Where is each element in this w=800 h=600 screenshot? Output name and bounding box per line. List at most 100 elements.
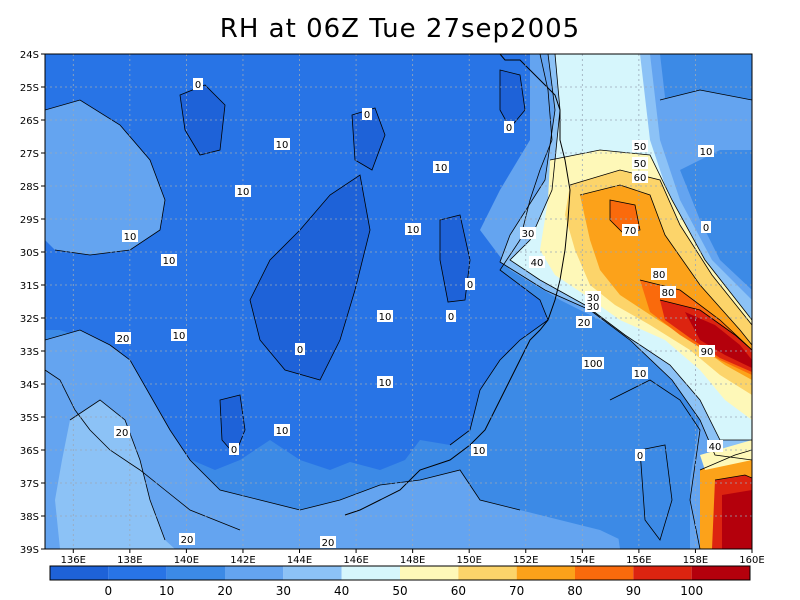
colorbar-swatch: [108, 566, 167, 580]
svg-text:10: 10: [124, 232, 137, 243]
contour-label: 10: [632, 367, 648, 380]
contour-label: 0: [362, 108, 372, 121]
contour-label: 0: [635, 449, 645, 462]
svg-text:10: 10: [276, 140, 289, 151]
svg-text:0: 0: [297, 345, 303, 356]
colorbar-swatch: [633, 566, 692, 580]
lat-tick-label: 24S: [20, 50, 39, 61]
svg-text:40: 40: [709, 442, 722, 453]
lat-tick-label: 37S: [20, 479, 39, 490]
contour-label: 10: [698, 145, 714, 158]
svg-text:20: 20: [578, 318, 591, 329]
colorbar-label: 40: [334, 584, 349, 598]
lat-tick-label: 28S: [20, 182, 39, 193]
rh-band-10-20-east: [610, 380, 700, 549]
svg-text:80: 80: [653, 270, 666, 281]
lon-tick-label: 144E: [287, 555, 312, 566]
contour-label: 30: [585, 291, 601, 304]
state-border: [45, 369, 241, 531]
lon-tick-label: 142E: [230, 555, 255, 566]
svg-text:60: 60: [634, 173, 647, 184]
lon-tick-label: 140E: [174, 555, 199, 566]
lat-tick-label: 29S: [20, 215, 39, 226]
longitude-labels: 136E 138E 140E 142E 144E 146E 148E 150E 152E 154E…: [61, 549, 765, 566]
contour-label: 0: [295, 343, 305, 356]
lat-tick-label: 27S: [20, 149, 39, 160]
contour-label: 0: [193, 78, 203, 91]
colorbar-label: 20: [217, 584, 232, 598]
svg-text:10: 10: [173, 331, 186, 342]
svg-text:70: 70: [624, 226, 637, 237]
colorbar-label: 80: [567, 584, 582, 598]
contour-label: 0: [465, 278, 475, 291]
contour-label: 70: [622, 224, 638, 237]
lon-tick-label: 152E: [513, 555, 538, 566]
colorbar-labels: 0 10 20 30 40 50 60 70 80 90 100: [105, 584, 704, 598]
contour-label: 90: [699, 345, 715, 358]
svg-text:30: 30: [587, 293, 600, 304]
colorbar-label: 70: [509, 584, 524, 598]
svg-text:100: 100: [583, 359, 602, 370]
svg-text:10: 10: [379, 312, 392, 323]
plot-frame: [44, 53, 753, 550]
rh-band-below-0-f: [500, 70, 525, 128]
lat-tick-label: 36S: [20, 446, 39, 457]
rh-band-10-20-ne: [680, 150, 752, 250]
contour-label: 40: [707, 440, 723, 453]
colorbar-swatch: [166, 566, 225, 580]
contour-label: 60: [632, 171, 648, 184]
contour-label: 50: [632, 157, 648, 170]
colorbar-swatch: [516, 566, 575, 580]
contour-label: 10: [433, 161, 449, 174]
svg-text:0: 0: [637, 451, 643, 462]
colorbar-label: 50: [392, 584, 407, 598]
contour-label: 20: [114, 426, 130, 439]
svg-text:10: 10: [700, 147, 713, 158]
contour-label: 0: [504, 121, 514, 134]
svg-text:10: 10: [237, 187, 250, 198]
contour-label: 10: [122, 230, 138, 243]
rh-band-se-yellow: [700, 440, 752, 470]
svg-text:0: 0: [467, 280, 473, 291]
lat-tick-label: 30S: [20, 248, 39, 259]
rh-band-se-dark: [722, 490, 752, 549]
contour-label: 0: [701, 221, 711, 234]
contour-label: 10: [274, 424, 290, 437]
svg-text:0: 0: [231, 445, 237, 456]
contour-labels: 0 0 0 0 0 0 0 0 0 10 10 10 10 10 10 10 10 10 10 10 10 10 20 20 2…: [114, 78, 723, 549]
contour-label: 80: [660, 286, 676, 299]
contour-label: 10: [161, 254, 177, 267]
svg-text:10: 10: [163, 256, 176, 267]
map-title: RH at 06Z Tue 27sep2005: [219, 14, 581, 44]
coastline: [344, 54, 571, 516]
rh-band-30-40-sw: [55, 400, 175, 549]
lon-tick-label: 146E: [343, 555, 368, 566]
contour-label: 10: [471, 444, 487, 457]
lat-tick-label: 26S: [20, 116, 39, 127]
lon-tick-label: 160E: [739, 555, 764, 566]
lat-tick-label: 34S: [20, 380, 39, 391]
colorbar-label: 60: [451, 584, 466, 598]
contour-label: 20: [115, 332, 131, 345]
lat-tick-label: 33S: [20, 347, 39, 358]
svg-text:50: 50: [634, 159, 647, 170]
contour-label: 0: [229, 443, 239, 456]
svg-text:0: 0: [364, 110, 370, 121]
colorbar-swatch: [458, 566, 517, 580]
contour-label: 10: [274, 138, 290, 151]
lat-tick-label: 35S: [20, 413, 39, 424]
svg-text:0: 0: [703, 223, 709, 234]
svg-text:10: 10: [435, 163, 448, 174]
svg-text:90: 90: [701, 347, 714, 358]
lon-tick-label: 138E: [117, 555, 142, 566]
contour-label: 20: [576, 316, 592, 329]
colorbar-swatch: [575, 566, 634, 580]
colorbar-label: 90: [626, 584, 641, 598]
latitude-labels: 24S 25S 26S 27S 28S 29S 30S 31S 32S 33S 34S 35S 36S 3…: [20, 50, 45, 556]
svg-text:10: 10: [473, 446, 486, 457]
colorbar-label: 30: [276, 584, 291, 598]
colorbar: [49, 565, 751, 581]
svg-text:0: 0: [448, 312, 454, 323]
contour-label: 20: [179, 533, 195, 546]
